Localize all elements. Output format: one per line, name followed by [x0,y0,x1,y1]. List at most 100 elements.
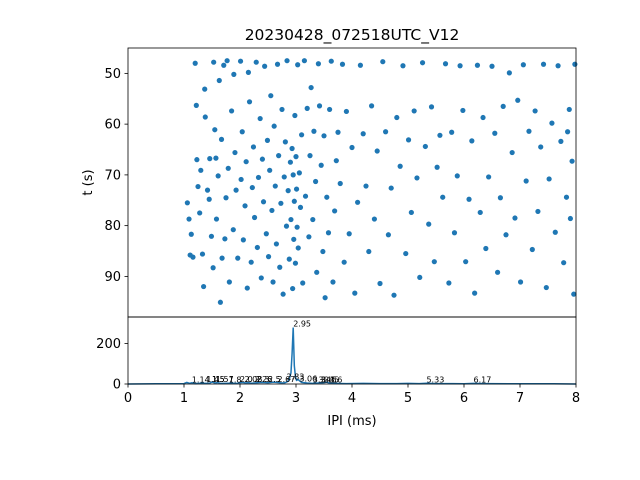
raster-point [188,231,194,237]
raster-point [301,58,307,64]
raster-point [346,231,352,237]
raster-point [377,280,383,287]
raster-point [446,280,452,286]
raster-point [216,77,222,84]
raster-point [400,63,406,69]
raster-point [314,269,320,275]
raster-point [273,241,279,247]
raster-point [290,172,296,178]
raster-point [486,174,492,180]
raster-point [198,167,204,173]
raster-point [324,194,330,200]
raster-point [295,245,301,251]
ipi-y-tick-label: 200 [96,337,121,352]
raster-point [280,291,286,297]
raster-point [293,186,300,192]
raster-point [403,250,409,257]
raster-point [549,120,555,126]
ipi-x-ticks: 0 1 2 3 4 5 6 7 8 [124,384,580,406]
raster-point [546,176,552,182]
raster-point [352,290,358,296]
raster-point [535,208,541,215]
raster-point [360,131,366,137]
raster-point [197,210,203,216]
ipi-peak-label: 6.17 [474,376,492,385]
raster-point [232,149,238,156]
raster-point [239,129,245,135]
raster-point [414,175,420,181]
ipi-x-tick-label: 0 [124,391,132,406]
raster-point [515,97,521,103]
raster-point [552,229,558,235]
raster-point [230,227,236,233]
raster-point [357,62,363,68]
raster-point [320,248,326,255]
raster-point [449,129,455,135]
raster-point [291,198,297,204]
raster-point [506,70,512,76]
raster-point [431,259,437,265]
raster-point [313,178,319,185]
raster-point [306,234,312,240]
raster-point [411,108,417,114]
raster-point [497,195,503,201]
ipi-x-tick-label: 3 [292,391,300,406]
raster-point [474,62,481,68]
raster-point [270,279,276,285]
raster-point [457,63,463,69]
ipi-peak-label: 3.45 [321,376,339,385]
raster-point [223,195,229,201]
raster-point [405,137,412,143]
raster-point [566,106,572,113]
raster-point [253,59,259,65]
raster-point [274,61,281,67]
raster-point [283,223,290,229]
raster-point [563,194,570,200]
raster-point [437,132,443,138]
raster-y-tick-label: 80 [104,219,121,234]
chart-title: 20230428_072518UTC_V12 [245,26,460,45]
raster-point [363,183,369,189]
ipi-peak-label: 2.26 [255,375,273,384]
raster-point [202,86,208,92]
raster-point [304,105,310,111]
ipi-peak-label: 1.5 [212,375,225,384]
raster-point [327,106,333,113]
raster-point [509,149,515,156]
ipi-x-tick-label: 8 [572,391,580,406]
raster-point [380,59,386,65]
raster-point [397,163,403,169]
raster-point [337,180,343,187]
raster-y-tick-label: 90 [104,270,121,285]
raster-point [341,259,347,265]
raster-y-tick-label: 50 [104,67,121,82]
raster-point [374,148,380,154]
raster-point [229,108,235,114]
raster-point [503,232,509,238]
ipi-x-tick-label: 7 [516,391,524,406]
raster-point [288,216,294,223]
raster-point [264,137,271,143]
raster-point [543,284,549,291]
raster-panel: 20230428_072518UTC_V12 50 60 70 80 90 t (s) [81,26,578,318]
raster-point [243,159,249,165]
raster-point [440,194,446,200]
raster-point [480,114,486,121]
raster-point [316,103,323,109]
ipi-peak-label: 1.5 [212,375,225,384]
raster-point [218,136,225,142]
raster-point [469,138,475,144]
raster-point [295,62,301,68]
ipi-peak-label: 3.3 [313,376,326,385]
raster-point [186,216,192,222]
ipi-peak-label: 2.3 [257,375,270,384]
raster-points [184,58,578,305]
ipi-peak-label: 3.06 [299,374,317,383]
raster-point [271,123,277,129]
raster-point [500,103,506,109]
raster-point [235,255,241,261]
raster-point [296,170,302,176]
raster-point [246,99,253,105]
raster-point [238,176,244,183]
raster-point [287,159,293,165]
